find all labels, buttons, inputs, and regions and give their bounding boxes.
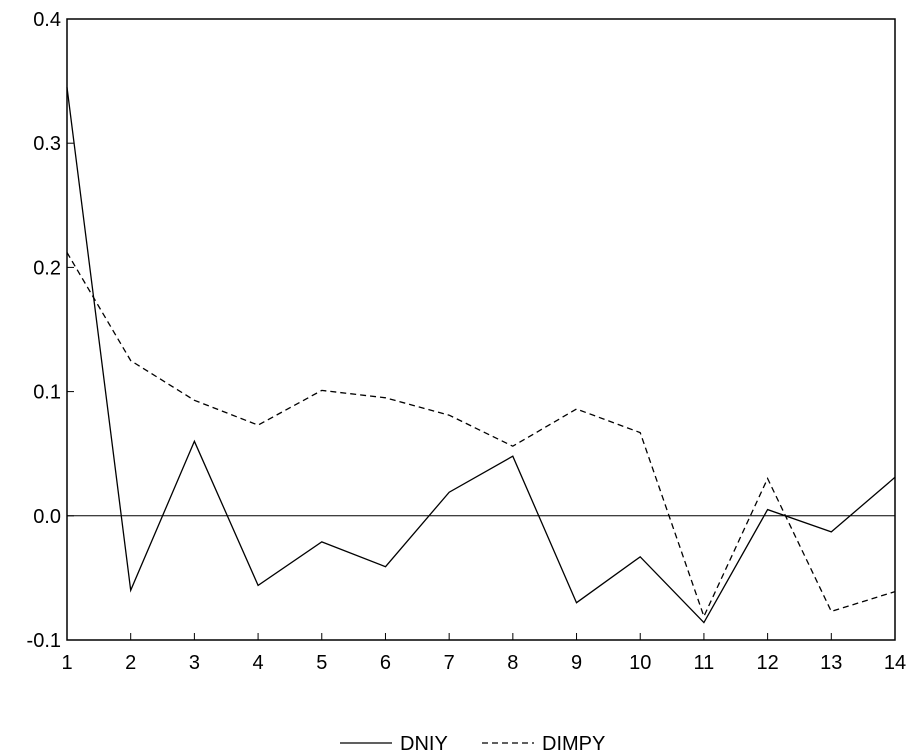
series-layer bbox=[66, 87, 896, 624]
x-tick-label: 14 bbox=[884, 652, 906, 674]
x-tick-label: 3 bbox=[189, 652, 200, 674]
series-line-dimpy bbox=[66, 252, 896, 619]
legend-label-dniy: DNIY bbox=[400, 733, 448, 755]
x-axis: 1 2 3 4 5 6 7 8 9 10 11 12 13 14 bbox=[61, 633, 906, 674]
x-tick-label: 11 bbox=[694, 652, 715, 674]
y-tick-label: 0.3 bbox=[33, 133, 61, 155]
y-tick-label: -0.1 bbox=[27, 630, 61, 652]
y-tick-label: 0.4 bbox=[33, 9, 61, 31]
x-tick-label: 9 bbox=[571, 652, 582, 674]
x-tick-label: 12 bbox=[756, 652, 778, 674]
x-tick-label: 13 bbox=[820, 652, 842, 674]
y-tick-label: 0.0 bbox=[33, 506, 61, 528]
x-tick-label: 4 bbox=[253, 652, 264, 674]
x-tick-label: 6 bbox=[380, 652, 391, 674]
legend-label-dimpy: DIMPY bbox=[542, 733, 605, 755]
y-axis: -0.1 0.0 0.1 0.2 0.3 0.4 bbox=[27, 9, 74, 652]
x-tick-label: 7 bbox=[444, 652, 455, 674]
y-tick-label: 0.1 bbox=[33, 382, 61, 404]
plot-frame bbox=[66, 18, 896, 641]
y-tick-label: 0.2 bbox=[33, 257, 61, 279]
x-tick-label: 10 bbox=[629, 652, 651, 674]
legend: DNIY DIMPY bbox=[340, 733, 605, 755]
x-tick-label: 5 bbox=[316, 652, 327, 674]
x-tick-label: 8 bbox=[507, 652, 518, 674]
x-tick-label: 2 bbox=[125, 652, 136, 674]
x-tick-label: 1 bbox=[61, 652, 72, 674]
series-line-dniy bbox=[66, 87, 896, 624]
